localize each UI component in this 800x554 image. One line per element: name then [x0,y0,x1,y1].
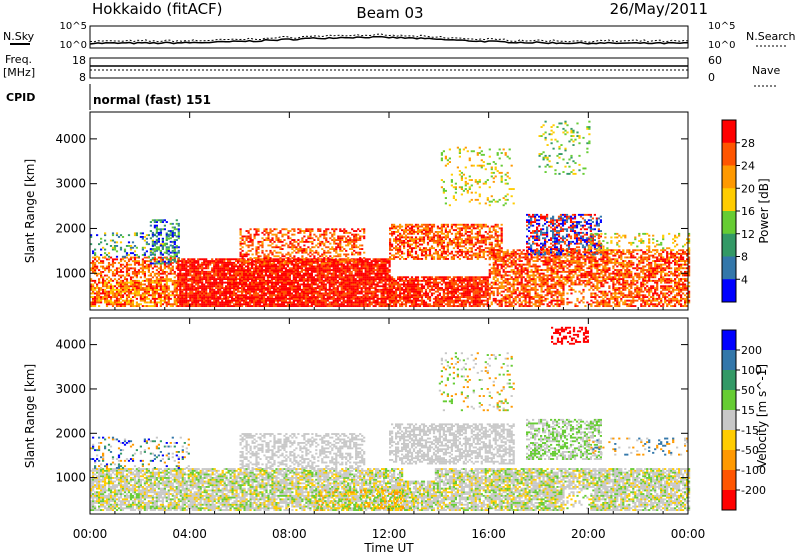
nsky-label: N.Sky [3,30,35,43]
colorbar-segment [722,279,736,302]
beam-title: Beam 03 [356,4,423,22]
power-panel: 1000 2000 3000 4000 [55,112,690,310]
nsky-right-tick-bottom: 10^0 [708,40,735,51]
velocity-panel: 1000 2000 3000 4000 [55,318,690,514]
nsearch-label: N.Search [746,30,796,43]
colorbar-segment [722,410,736,431]
y-tick-label: 4000 [55,132,86,146]
x-tick-label: 08:00 [272,527,307,541]
colorbar-tick-label: 28 [741,137,755,150]
nsky-tick-top: 10^5 [60,21,87,32]
x-tick-label: 04:00 [172,527,207,541]
colorbar-segment [722,120,736,143]
nsky-curve [90,37,688,44]
nsky-right-tick-top: 10^5 [708,21,735,32]
y-tick-label: 4000 [55,338,86,352]
colorbar-tick-label: 4 [741,273,748,286]
nave-label: Nave [752,64,780,77]
y-tick-label: 3000 [55,382,86,396]
y-tick-label: 1000 [55,471,86,485]
x-tick-label: 20:00 [571,527,606,541]
nsky-panel [90,26,688,48]
velocity-colorbar-label: Velocity [m s^-1] [755,364,769,468]
colorbar-segment [722,390,736,411]
colorbar-tick-label: 24 [741,160,755,173]
nave-tick-top: 60 [708,54,722,67]
colorbar-segment [722,143,736,166]
freq-label-2: [MHz] [3,66,35,79]
colorbar-segment [722,166,736,189]
freq-tick-bottom: 8 [79,71,86,84]
colorbar-tick-label: 200 [741,344,762,357]
colorbar-segment [722,350,736,371]
nave-tick-bottom: 0 [708,71,715,84]
colorbar-tick-label: 15 [741,404,755,417]
y-tick-label: 2000 [55,426,86,440]
power-colorbar: 28 24 20 16 12 8 4 [722,120,755,303]
colorbar-segment [722,430,736,451]
colorbar-tick-label: 12 [741,228,755,241]
colorbar-tick-label: 50 [741,384,755,397]
station-title: Hokkaido (fitACF) [92,0,223,18]
x-tick-label: 00:00 [73,527,108,541]
colorbar-tick-label: -200 [741,484,766,497]
colorbar-segment [722,188,736,211]
colorbar-segment [722,330,736,351]
rti-plot: Hokkaido (fitACF) Beam 03 26/May/2011 N.… [0,0,800,554]
colorbar-segment [722,450,736,471]
freq-label-1: Freq. [5,53,32,66]
x-tick-label: 16:00 [471,527,506,541]
nsky-tick-bottom: 10^0 [60,40,87,51]
freq-tick-top: 18 [72,54,86,67]
freq-panel [90,58,688,78]
x-tick-label: 12:00 [372,527,407,541]
colorbar-tick-label: 16 [741,205,755,218]
colorbar-segment [722,470,736,491]
colorbar-segment [722,490,736,511]
y-tick-label: 2000 [55,221,86,235]
cpid-label: CPID [6,91,35,104]
x-tick-label: 00:00 [671,527,706,541]
colorbar-tick-label: 8 [741,251,748,264]
power-colorbar-label: Power [dB] [757,178,771,243]
power-ylabel: Slant Range [km] [23,159,37,263]
colorbar-segment [722,211,736,234]
colorbar-segment [722,370,736,391]
colorbar-tick-label: 20 [741,182,755,195]
cpid-value: normal (fast) 151 [93,93,211,107]
date-title: 26/May/2011 [610,0,708,18]
velocity-ylabel: Slant Range [km] [23,364,37,468]
colorbar-segment [722,234,736,257]
y-tick-label: 1000 [55,266,86,280]
x-axis-label: Time UT [363,541,414,554]
y-tick-label: 3000 [55,177,86,191]
colorbar-segment [722,257,736,280]
